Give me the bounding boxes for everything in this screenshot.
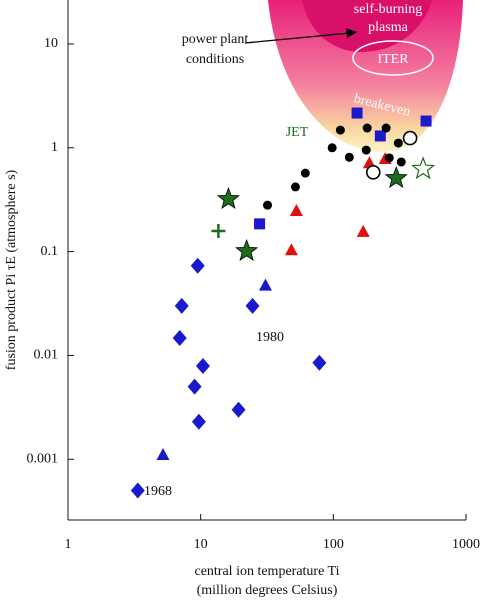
dot-marker xyxy=(396,157,406,167)
dot-marker xyxy=(335,125,345,135)
annotation: self-burning xyxy=(354,2,422,17)
y-tick-label: 1 xyxy=(51,140,58,155)
square-marker xyxy=(374,130,386,142)
diamond-marker xyxy=(195,358,210,375)
diamond-marker xyxy=(231,401,246,418)
triangle-marker xyxy=(289,204,303,217)
dot-marker xyxy=(300,168,310,178)
iter-ellipse xyxy=(352,40,434,76)
diamond-marker xyxy=(190,257,205,274)
dot-marker xyxy=(344,152,354,162)
arrow-head xyxy=(346,28,357,38)
annotation: power plant xyxy=(182,32,249,47)
open-star-marker xyxy=(411,156,436,180)
x-tick-label: 1 xyxy=(65,537,72,552)
dot-marker xyxy=(290,182,300,192)
diamond-marker xyxy=(130,482,145,499)
triangle-marker xyxy=(284,243,298,256)
diamond-marker xyxy=(312,354,327,371)
annotation-arrow xyxy=(244,32,351,44)
self-burning-region xyxy=(302,0,432,52)
square-marker xyxy=(254,218,266,230)
dot-marker xyxy=(327,143,337,153)
y-tick-label: 0.01 xyxy=(34,348,59,363)
dot-marker xyxy=(384,153,394,163)
annotation: 1980 xyxy=(256,330,284,345)
breakeven-region xyxy=(268,0,463,152)
diamond-marker xyxy=(187,378,202,395)
open-circle-marker xyxy=(365,165,381,180)
x-axis-label: central ion temperature Ti xyxy=(194,564,339,579)
annotation: conditions xyxy=(186,52,244,67)
annotation: ITER xyxy=(377,52,409,67)
dot-marker xyxy=(393,138,403,148)
plus-marker xyxy=(211,223,226,238)
x-tick-label: 100 xyxy=(323,537,344,552)
y-tick-label: 10 xyxy=(44,36,58,51)
annotation: 1968 xyxy=(144,484,172,499)
triangle-marker xyxy=(258,278,272,291)
diamond-marker xyxy=(245,297,260,314)
square-marker xyxy=(420,115,432,127)
square-marker xyxy=(351,107,363,119)
diamond-marker xyxy=(191,413,206,430)
diamond-marker xyxy=(174,297,189,314)
open-circle-marker xyxy=(402,130,418,146)
x-axis-label: (million degrees Celsius) xyxy=(197,583,338,598)
dot-marker xyxy=(381,123,391,133)
y-tick-label: 0.001 xyxy=(27,451,59,466)
star-marker xyxy=(235,239,259,261)
y-axis-label: fusion product Pi τE (atmosphere s) xyxy=(4,169,19,370)
triangle-marker xyxy=(156,447,170,460)
dot-marker xyxy=(361,145,371,155)
dot-marker xyxy=(263,200,273,210)
dot-marker xyxy=(362,123,372,133)
star-marker xyxy=(216,187,241,209)
annotation: plasma xyxy=(368,20,408,35)
x-tick-label: 1000 xyxy=(452,537,480,552)
y-tick-label: 0.1 xyxy=(41,244,59,259)
star-marker xyxy=(384,165,408,188)
triangle-marker xyxy=(356,224,370,237)
annotation: JET xyxy=(286,125,309,140)
x-tick-label: 10 xyxy=(194,537,208,552)
diamond-marker xyxy=(172,330,187,347)
